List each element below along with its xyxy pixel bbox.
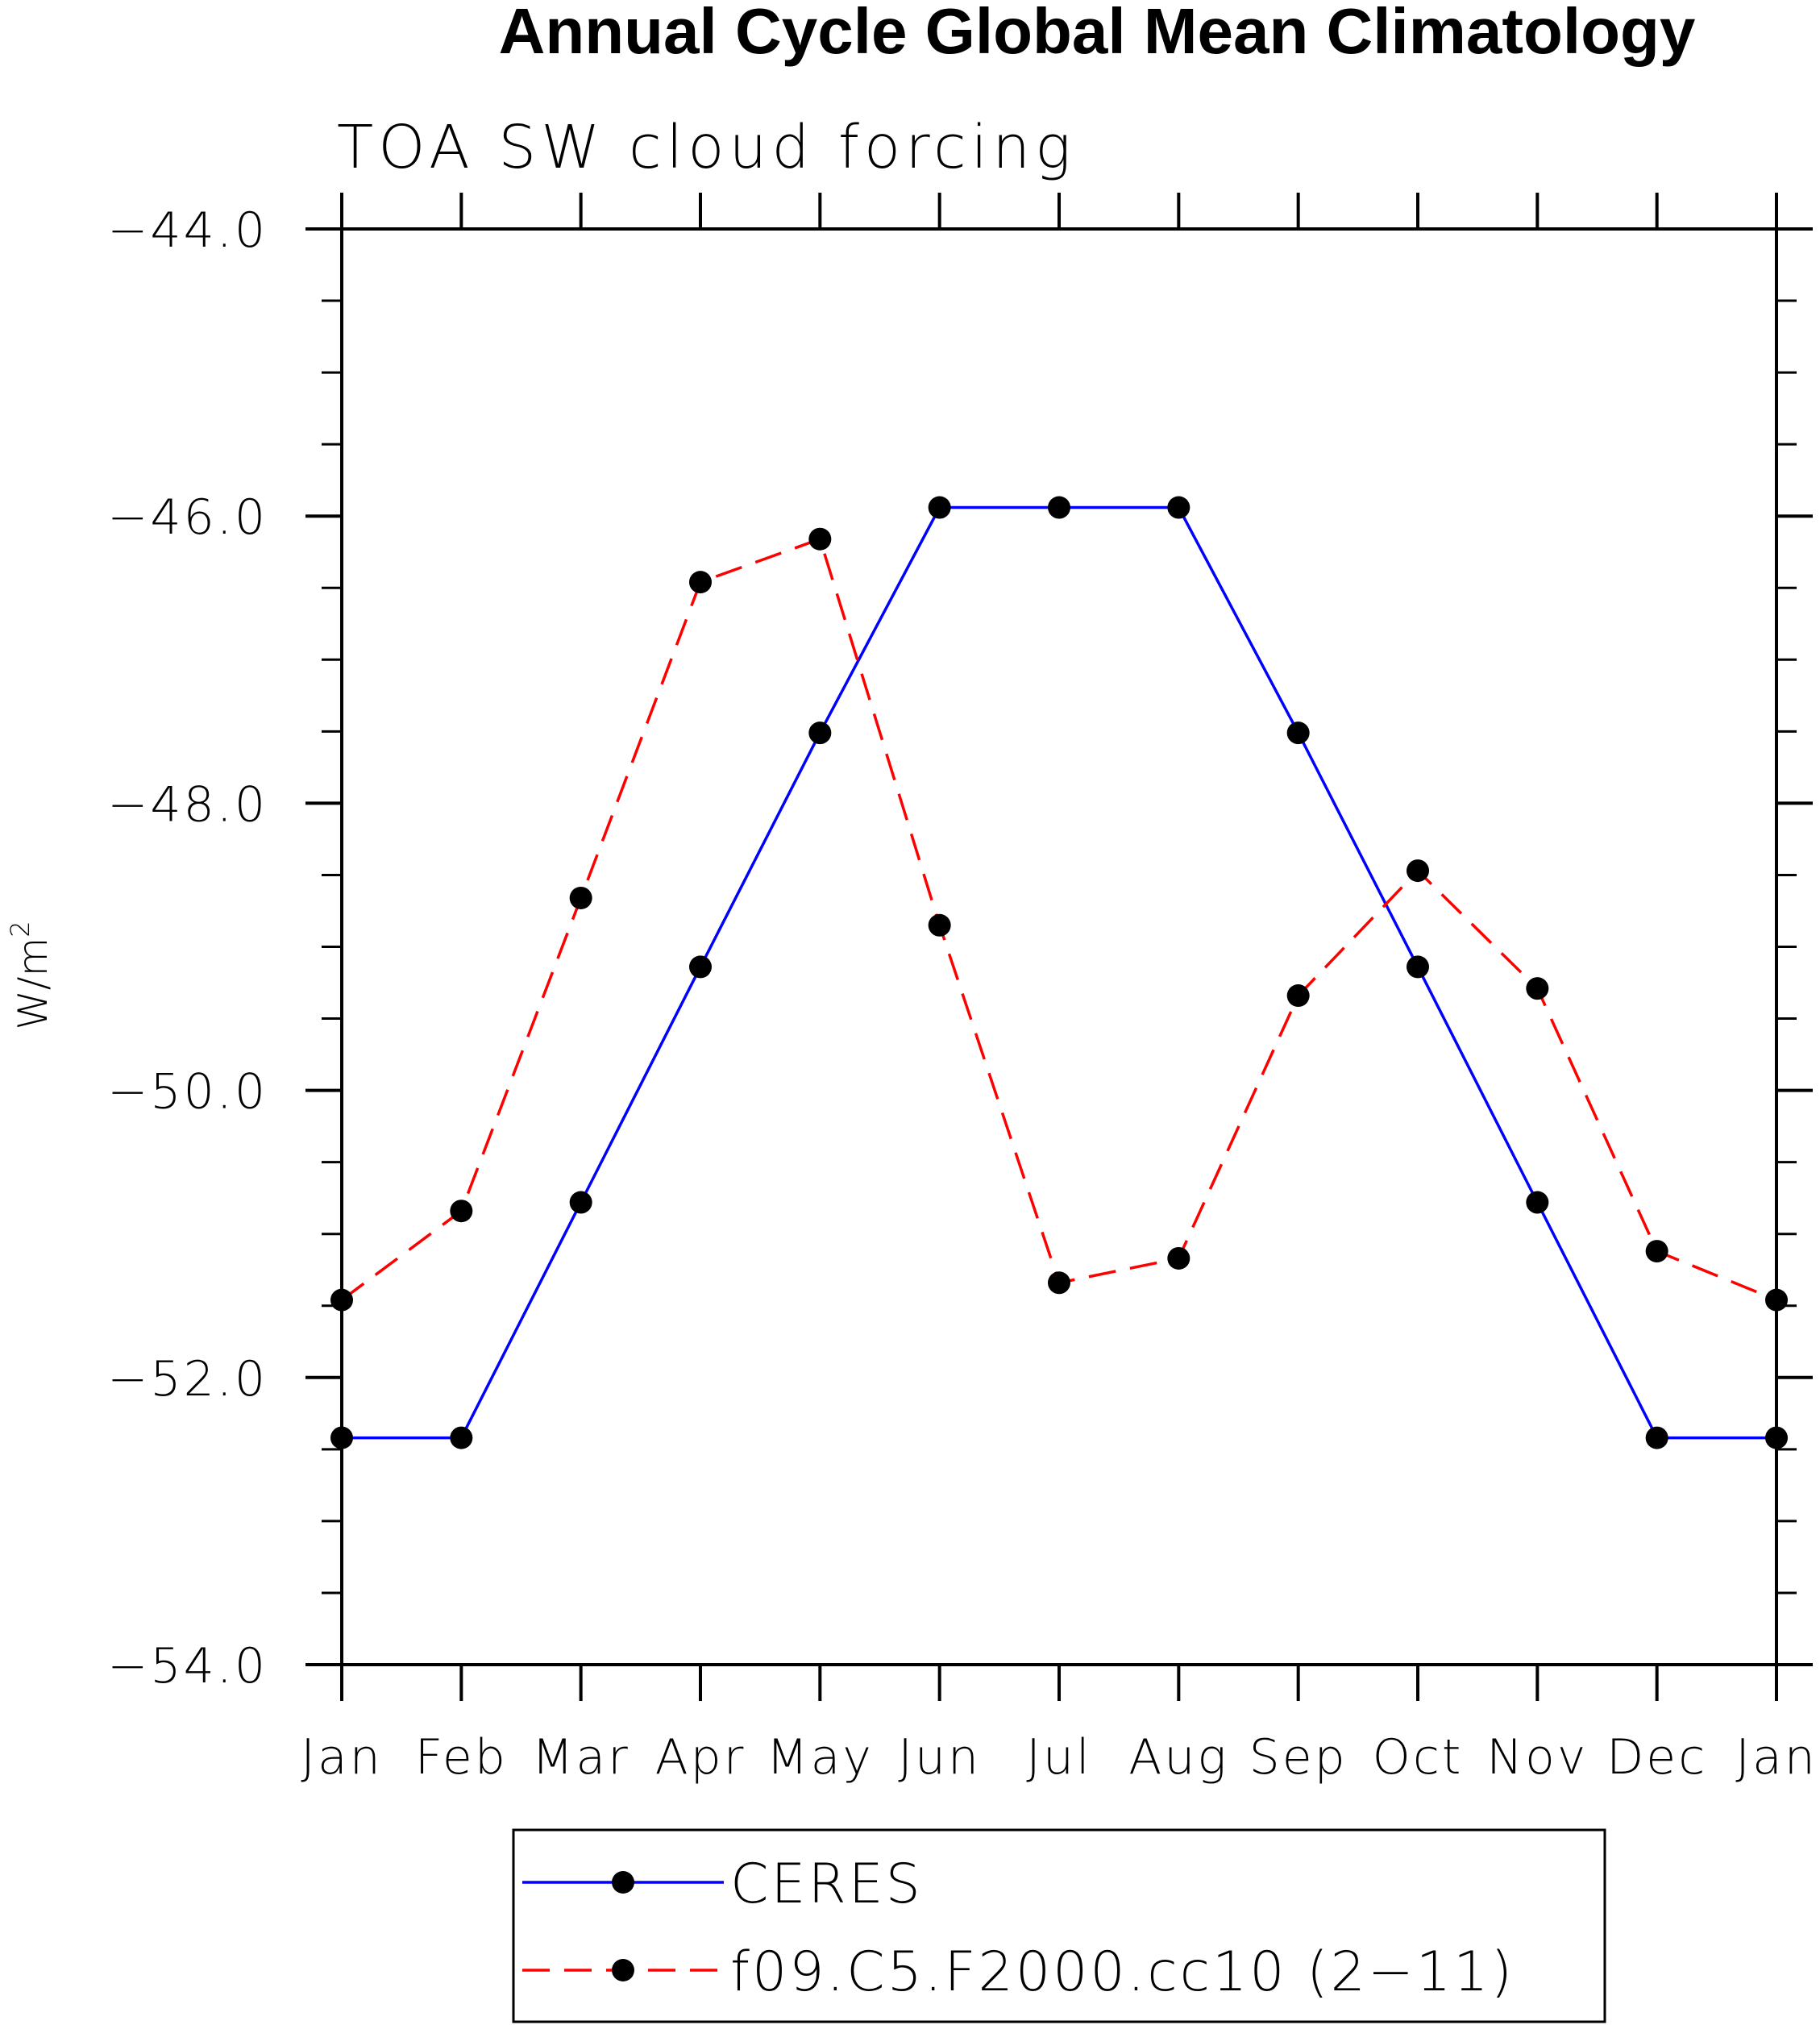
x-tick-label: Oct <box>1373 1729 1464 1786</box>
chart-title: Annual Cycle Global Mean Climatology <box>499 0 1696 67</box>
axis-ticks <box>305 193 1813 1701</box>
data-point-series-0 <box>1765 1426 1788 1449</box>
y-tick-label: −54.0 <box>107 1638 268 1694</box>
data-point-series-1 <box>808 527 832 551</box>
chart-subtitle: TOA SW cloud forcing <box>337 113 1076 182</box>
series-layer <box>330 496 1788 1449</box>
series-line-0 <box>342 505 1776 1440</box>
data-point-series-1 <box>569 886 592 909</box>
x-tick-label: Jun <box>898 1729 981 1786</box>
legend-label-ceres: CERES <box>730 1852 923 1916</box>
data-point-series-1 <box>330 1288 353 1312</box>
y-tick-label: −48.0 <box>107 776 268 833</box>
x-tick-label: May <box>767 1729 874 1786</box>
data-point-series-0 <box>1048 496 1070 519</box>
x-tick-label: Jan <box>1735 1729 1818 1786</box>
y-axis-label-text: W/m <box>10 938 56 1030</box>
data-point-series-1 <box>1407 859 1429 883</box>
y-tick-label: −52.0 <box>107 1351 268 1408</box>
x-tick-label: Jan <box>301 1729 383 1786</box>
data-point-series-1 <box>1286 984 1310 1008</box>
x-tick-label: Dec <box>1606 1729 1707 1786</box>
x-tick-label: Feb <box>415 1729 508 1786</box>
y-tick-label: −50.0 <box>107 1064 268 1121</box>
y-tick-label: −46.0 <box>107 489 268 546</box>
data-point-series-1 <box>689 571 712 594</box>
data-point-series-0 <box>1167 496 1190 519</box>
x-tick-labels: Jan Feb Mar Apr May Jun Jul Aug Sep Oct Nov Dec Jan <box>301 1729 1818 1786</box>
data-point-series-1 <box>928 913 951 937</box>
data-point-series-1 <box>1765 1288 1788 1312</box>
legend-marker-model <box>612 1959 634 1981</box>
x-tick-label: Nov <box>1486 1729 1588 1786</box>
data-point-series-1 <box>1048 1271 1070 1295</box>
legend: CERES f09.C5.F2000.cc10 (2−11) <box>512 1828 1606 2023</box>
x-tick-label: Mar <box>532 1729 630 1786</box>
data-point-series-0 <box>1645 1426 1668 1449</box>
legend-box <box>512 1828 1606 2023</box>
y-axis-label-superscript: 2 <box>5 921 35 937</box>
data-point-series-1 <box>450 1200 473 1223</box>
x-tick-label: Sep <box>1249 1729 1348 1786</box>
data-point-series-0 <box>1407 955 1429 979</box>
x-tick-label: Jul <box>1026 1729 1091 1786</box>
data-point-series-0 <box>1526 1191 1549 1214</box>
y-axis-label: W/m2 <box>5 921 56 1029</box>
series-line-1 <box>340 537 1777 1302</box>
legend-marker-ceres <box>612 1871 634 1894</box>
data-point-series-0 <box>450 1426 473 1449</box>
data-point-series-0 <box>689 955 712 979</box>
x-tick-label: Apr <box>655 1729 746 1786</box>
data-point-series-1 <box>1526 977 1549 1000</box>
data-point-series-0 <box>569 1191 592 1214</box>
y-tick-labels: −44.0 −46.0 −48.0 −50.0 −52.0 −54.0 <box>107 202 268 1694</box>
svg-text:W/m2: W/m2 <box>5 921 56 1029</box>
plot-frame <box>340 227 1778 1666</box>
legend-label-model: f09.C5.F2000.cc10 (2−11) <box>730 1940 1515 2004</box>
data-point-series-0 <box>330 1426 353 1449</box>
y-tick-label: −44.0 <box>107 202 268 259</box>
data-point-series-1 <box>1645 1240 1668 1263</box>
data-point-series-1 <box>1167 1246 1190 1270</box>
data-point-series-0 <box>808 721 832 745</box>
data-point-series-0 <box>928 496 951 519</box>
data-point-series-0 <box>1286 721 1310 745</box>
x-tick-label: Aug <box>1128 1729 1228 1786</box>
